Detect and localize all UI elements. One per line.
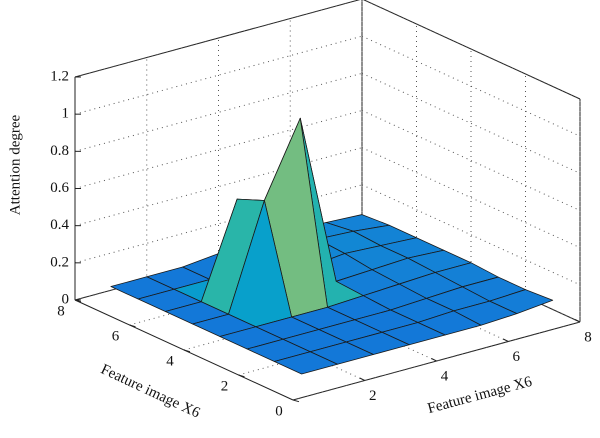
x-tick-label: 8 xyxy=(584,329,592,345)
y-tick-label: 8 xyxy=(57,303,65,319)
z-tick-label: 0.2 xyxy=(50,254,69,270)
y-axis-label: Feature image X6 xyxy=(98,362,203,422)
x-tick-label: 4 xyxy=(441,368,449,384)
tick-mark xyxy=(74,299,82,303)
z-tick-label: 1.2 xyxy=(50,68,69,84)
tick-mark xyxy=(503,338,509,342)
tick-mark xyxy=(431,358,437,362)
y-tick-label: 4 xyxy=(166,353,174,369)
z-tick-label: 1 xyxy=(62,106,70,122)
tick-mark xyxy=(292,399,300,403)
z-tick-label: 0.4 xyxy=(50,217,69,233)
z-axis-label: Attention degree xyxy=(7,114,23,215)
tick-mark xyxy=(183,349,191,353)
tick-mark xyxy=(129,324,136,328)
box-edge xyxy=(362,0,581,100)
surface-face xyxy=(273,351,338,375)
grid-line xyxy=(74,110,363,189)
grid-line xyxy=(361,72,581,174)
tick-mark xyxy=(238,374,245,378)
box-edge xyxy=(74,0,361,78)
z-tick-label: 0.6 xyxy=(50,180,69,196)
y-tick-label: 0 xyxy=(275,403,283,419)
tick-mark xyxy=(574,319,581,323)
grid-line xyxy=(361,110,581,211)
z-tick-label: 0.8 xyxy=(50,143,69,159)
tick-mark xyxy=(359,377,365,381)
x-tick-label: 6 xyxy=(513,349,521,365)
x-tick-label: 2 xyxy=(369,388,377,404)
y-tick-label: 2 xyxy=(221,378,229,394)
z-tick-label: 0 xyxy=(62,291,70,307)
y-tick-label: 6 xyxy=(112,328,120,344)
